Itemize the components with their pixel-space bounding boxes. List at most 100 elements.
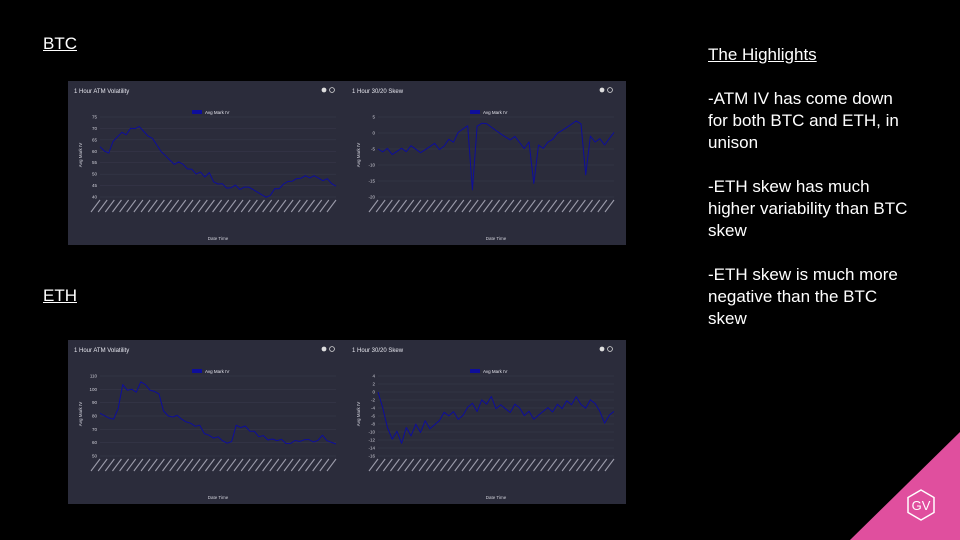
x-tick-label: [154, 458, 165, 472]
x-tick-label: [247, 199, 258, 213]
x-tick-label: [305, 199, 315, 213]
x-tick-label: [126, 458, 137, 472]
y-tick-label: 0: [372, 131, 375, 136]
x-tick-label: [219, 199, 230, 213]
x-tick-label: [190, 199, 201, 213]
series-line: [99, 126, 337, 198]
x-tick-label: [162, 199, 172, 213]
info-icon: [321, 346, 327, 352]
y-tick-label: -2: [371, 398, 375, 403]
x-tick-marks: [368, 458, 615, 472]
x-tick-label: [418, 458, 429, 472]
x-tick-label: [140, 199, 151, 213]
eth-volatility-chart: 1 Hour ATM Volatility Avg Mark IV 50 60 70 80…: [70, 342, 346, 502]
x-tick-label: [554, 458, 565, 472]
y-tick-label: 50: [92, 454, 98, 459]
series-line: [377, 391, 615, 444]
eth-chart-panel: [68, 340, 626, 504]
x-tick-label: [468, 199, 479, 213]
y-tick-label: 5: [372, 115, 375, 120]
x-tick-label: [269, 199, 280, 213]
chart-svg: 1 Hour 30/20 Skew Avg Mark IV -16 -14 -12 -10…: [352, 346, 615, 500]
legend-swatch: [192, 110, 202, 114]
y-tick-label: -4: [371, 406, 375, 411]
x-tick-label: [511, 199, 522, 213]
x-tick-label: [255, 199, 265, 213]
x-tick-label: [604, 199, 615, 213]
y-axis-label: Avg Mark IV: [78, 143, 83, 167]
x-tick-label: [490, 458, 501, 472]
x-tick-label: [561, 199, 572, 213]
x-tick-label: [368, 458, 379, 472]
x-tick-label: [255, 458, 265, 472]
x-tick-label: [212, 458, 223, 472]
x-tick-label: [490, 199, 501, 213]
legend-swatch: [470, 110, 480, 114]
gv-logo-hexagon: [907, 489, 935, 521]
x-tick-label: [262, 199, 273, 213]
x-axis-label: Date Time: [208, 236, 229, 241]
highlights-panel: The Highlights -ATM IV has come down for…: [708, 44, 908, 352]
x-tick-label: [147, 199, 158, 213]
x-tick-label: [504, 458, 515, 472]
x-tick-label: [575, 458, 586, 472]
x-tick-label: [197, 458, 208, 472]
x-tick-label: [219, 458, 230, 472]
x-tick-label: [119, 199, 130, 213]
legend-swatch: [470, 369, 480, 373]
x-tick-label: [547, 199, 558, 213]
help-icon: [607, 87, 613, 93]
x-tick-label: [497, 199, 508, 213]
x-tick-label: [240, 199, 251, 213]
x-tick-label: [425, 458, 436, 472]
y-tick-label: 2: [372, 382, 375, 387]
chart-svg: 1 Hour ATM Volatility Avg Mark IV 50 60 70 80…: [74, 346, 337, 500]
x-tick-label: [312, 199, 323, 213]
y-tick-label: 80: [92, 414, 98, 419]
x-tick-label: [162, 458, 172, 472]
x-tick-label: [290, 199, 301, 213]
y-tick-label: -12: [368, 438, 375, 443]
legend-swatch: [192, 369, 202, 373]
x-tick-label: [382, 458, 393, 472]
x-tick-label: [533, 458, 543, 472]
y-tick-label: 60: [92, 149, 98, 154]
x-tick-label: [511, 458, 522, 472]
x-tick-label: [590, 199, 601, 213]
x-tick-label: [319, 458, 330, 472]
x-tick-label: [97, 458, 108, 472]
x-tick-label: [583, 199, 593, 213]
x-tick-marks: [90, 199, 337, 213]
x-tick-label: [97, 199, 108, 213]
x-tick-label: [183, 199, 194, 213]
y-tick-label: 70: [92, 427, 98, 432]
x-tick-label: [454, 199, 465, 213]
x-tick-label: [290, 458, 301, 472]
x-tick-label: [212, 199, 223, 213]
x-tick-label: [140, 458, 151, 472]
x-tick-label: [269, 458, 280, 472]
x-tick-label: [312, 458, 323, 472]
x-tick-label: [482, 458, 493, 472]
x-tick-marks: [90, 458, 337, 472]
x-tick-label: [183, 458, 194, 472]
x-tick-label: [397, 199, 408, 213]
series-line: [99, 381, 337, 445]
info-icon: [599, 346, 605, 352]
x-tick-label: [176, 199, 187, 213]
x-tick-label: [597, 199, 608, 213]
info-icon: [321, 87, 327, 93]
x-tick-label: [283, 458, 294, 472]
x-tick-label: [368, 199, 379, 213]
x-tick-label: [568, 458, 579, 472]
y-axis-label: Avg Mark IV: [356, 402, 361, 426]
x-tick-label: [226, 458, 237, 472]
btc-section-label: BTC: [43, 34, 77, 53]
y-tick-label: -8: [371, 422, 375, 427]
x-tick-label: [326, 458, 337, 472]
x-tick-label: [176, 458, 187, 472]
x-tick-label: [440, 458, 450, 472]
y-tick-label: 50: [92, 172, 98, 177]
x-tick-label: [447, 458, 458, 472]
x-tick-label: [375, 199, 386, 213]
